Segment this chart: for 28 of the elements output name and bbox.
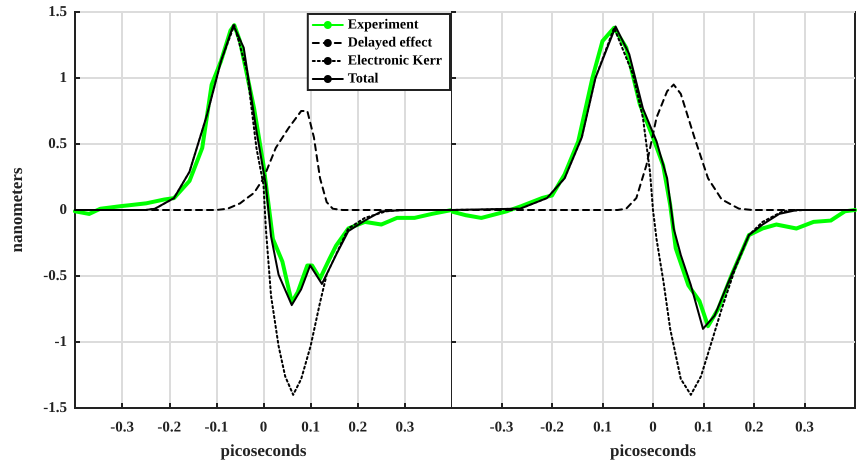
x-tick-label: 0.1 <box>593 420 612 436</box>
legend-label: Delayed effect <box>348 36 432 50</box>
x-tick-label: -0.1 <box>204 420 228 436</box>
x-tick-label: 0 <box>260 420 268 436</box>
x-tick-label: -0.3 <box>490 420 514 436</box>
legend-label: Total <box>348 72 379 86</box>
x-tick-label: -0.3 <box>110 420 134 436</box>
y-tick-label: -1.5 <box>43 400 67 416</box>
y-tick-label: 0.5 <box>48 136 67 152</box>
x-tick-label: 0.1 <box>694 420 713 436</box>
y-tick-label: 1.5 <box>48 4 67 20</box>
legend-label: Electronic Kerr <box>348 54 442 68</box>
x-tick-label: 0.3 <box>396 420 414 436</box>
x-tick-label: -0.2 <box>157 420 182 436</box>
y-tick-label: -1 <box>54 334 67 350</box>
y-tick-label: 1 <box>60 70 67 86</box>
x-tick-label: 0 <box>649 420 657 436</box>
x-tick-label: 0.1 <box>301 420 320 436</box>
x-tick-label: 0.2 <box>744 420 764 436</box>
y-axis-title: nanometers <box>7 167 26 252</box>
x-tick-label: 0.3 <box>795 420 814 436</box>
x-axis-title: picoseconds <box>610 441 696 460</box>
x-axis-title: picoseconds <box>220 441 307 460</box>
x-tick-label: 0.2 <box>348 420 368 436</box>
legend-label: Experiment <box>348 18 419 32</box>
x-tick-label: -0.2 <box>540 420 564 436</box>
y-tick-label: -0.5 <box>43 268 67 284</box>
y-tick-label: 0 <box>60 202 67 218</box>
